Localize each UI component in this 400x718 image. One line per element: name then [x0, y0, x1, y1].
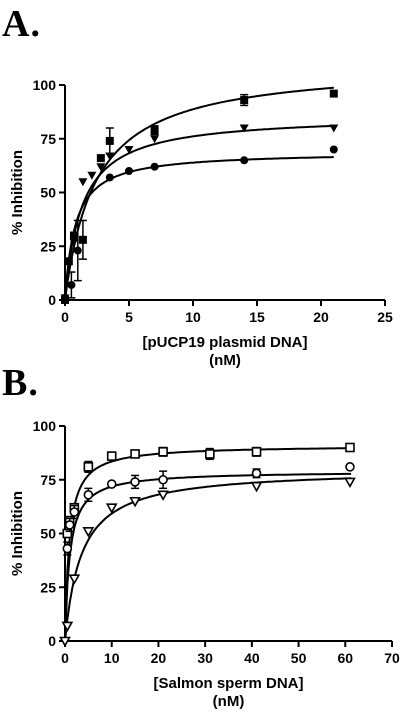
data-point-1	[64, 520, 75, 530]
y-axis-title: % Inhibition	[9, 150, 26, 235]
data-point-7	[205, 449, 215, 459]
y-tick-label: 100	[33, 418, 57, 434]
x-tick-label: 10	[104, 650, 120, 666]
fit-curve	[64, 124, 334, 301]
data-point-6	[150, 126, 159, 135]
data-point-3	[105, 173, 114, 182]
data-point-2	[73, 246, 82, 255]
x-tick-label: 0	[61, 309, 69, 325]
x-tick-label: 20	[313, 309, 329, 325]
data-point-4	[106, 451, 117, 461]
data-point-8	[251, 447, 262, 457]
data-point-1	[61, 621, 74, 633]
x-tick-label: 40	[244, 650, 260, 666]
panel-a: A. 0 25 50 75 100 0 5 10 15 20 25 [pUCP19 plasmid D…	[2, 3, 393, 369]
data-point-6	[157, 490, 169, 501]
data-point-5	[105, 136, 114, 145]
series-2	[61, 145, 338, 302]
x-tick-label: 0	[61, 650, 69, 666]
y-tick-label: 25	[40, 238, 56, 254]
panel-b: B. 0 25 50 75 100 0 10 20 30 40 50 60 70 [Salmon sper…	[0, 359, 400, 718]
data-point-5	[150, 162, 159, 171]
x-axis-title: [pUCP19 plasmid DNA]	[142, 334, 307, 351]
fit-curve	[64, 156, 334, 301]
data-point-8	[329, 89, 338, 98]
data-point-7	[240, 96, 249, 105]
data-point-2	[78, 178, 88, 187]
data-point-1	[67, 280, 76, 289]
data-point-7	[250, 481, 263, 493]
x-tick-label: 70	[384, 650, 400, 666]
data-point-7	[150, 135, 160, 144]
data-point-4	[96, 163, 106, 172]
y-axis-title: % Inhibition	[9, 491, 26, 576]
data-point-9	[329, 124, 339, 133]
x-tick-label: 10	[185, 309, 201, 325]
data-point-3	[87, 171, 97, 180]
data-point-0	[61, 293, 69, 302]
x-tick-label: 60	[337, 650, 353, 666]
data-point-3	[83, 462, 94, 472]
data-point-3	[78, 235, 87, 244]
data-point-0	[59, 636, 71, 648]
data-point-6	[158, 447, 168, 457]
data-point-0	[62, 543, 73, 554]
fit-curve	[64, 472, 352, 642]
data-point-4	[96, 154, 105, 163]
data-point-8	[344, 477, 356, 489]
panel-b-label: B.	[2, 362, 39, 404]
fit-curve	[64, 477, 352, 642]
data-point-7	[251, 468, 262, 479]
data-point-6	[240, 156, 249, 165]
chart-b: 0 25 50 75 100 0 10 20 30 40 50 60 70 [Salmon sperm D…	[9, 418, 400, 710]
data-point-6	[124, 146, 134, 154]
x-axis-title: [Salmon sperm DNA]	[153, 675, 303, 692]
data-point-4	[125, 167, 133, 175]
y-tick-label: 25	[40, 579, 56, 595]
series-0	[62, 442, 355, 642]
y-tick-label: 0	[48, 633, 56, 649]
series-1	[62, 462, 355, 642]
x-tick-label: 20	[151, 650, 167, 666]
series-2	[59, 477, 356, 648]
data-point-4	[105, 503, 118, 514]
x-tick-label: 5	[125, 309, 133, 325]
data-point-5	[129, 496, 141, 508]
data-point-9	[345, 442, 355, 453]
data-point-3	[83, 490, 94, 500]
data-point-8	[345, 462, 355, 472]
data-point-5	[130, 477, 140, 487]
y-tick-label: 50	[40, 526, 56, 542]
data-point-8	[239, 124, 249, 133]
data-point-6	[158, 474, 168, 485]
x-axis-title: (nM)	[209, 352, 241, 369]
x-tick-label: 50	[291, 650, 307, 666]
series-0	[61, 86, 338, 304]
y-tick-label: 0	[48, 292, 56, 308]
chart-a: 0 25 50 75 100 0 5 10 15 20 25 [pUCP19 plasmid DNA]…	[9, 77, 393, 369]
x-tick-label: 15	[249, 309, 265, 325]
y-tick-label: 50	[40, 185, 56, 201]
data-point-3	[82, 527, 95, 538]
data-point-5	[130, 449, 140, 459]
data-point-4	[106, 479, 117, 489]
data-point-2	[68, 574, 81, 585]
data-point-7	[329, 145, 338, 154]
y-tick-label: 75	[40, 472, 56, 488]
fit-curve	[64, 86, 334, 301]
data-point-2	[69, 507, 80, 517]
y-tick-label: 75	[40, 131, 56, 147]
data-point-0	[62, 528, 73, 539]
panel-a-label: A.	[2, 3, 41, 45]
x-axis-title: (nM)	[213, 693, 245, 710]
data-point-5	[105, 152, 115, 161]
y-tick-label: 100	[33, 77, 57, 93]
x-tick-label: 25	[377, 309, 393, 325]
series-1	[60, 124, 339, 303]
x-tick-label: 30	[197, 650, 213, 666]
